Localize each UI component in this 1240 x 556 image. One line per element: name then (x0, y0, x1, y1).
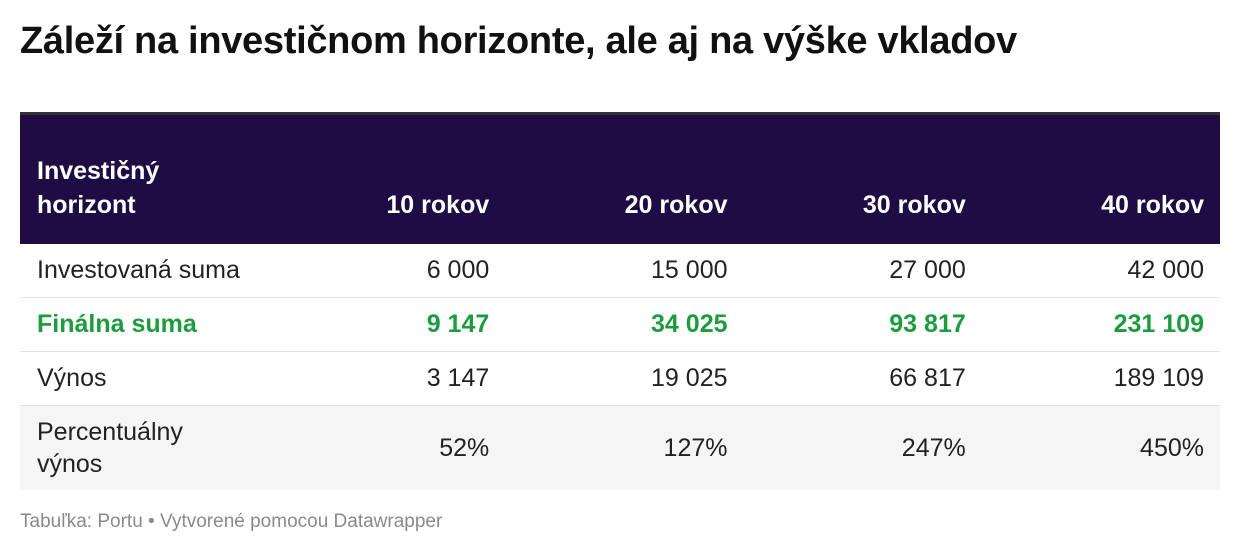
header-cell: 40 rokov (1101, 191, 1204, 219)
cell: 3 147 (267, 351, 506, 406)
table-row: Investovaná suma 6 000 15 000 27 000 42 000 (20, 244, 1220, 298)
table-row: Výnos 3 147 19 025 66 817 189 109 (20, 351, 1220, 406)
cell: 6 000 (267, 244, 506, 298)
cell: 27 000 (743, 244, 982, 298)
cell: 231 109 (981, 297, 1220, 352)
cell: 93 817 (743, 297, 982, 352)
cell: 66 817 (743, 351, 982, 406)
header-row: Investičný horizont 10 rokov 20 rokov 30… (20, 113, 1220, 244)
header-cell: 10 rokov (386, 191, 490, 219)
cell: 189 109 (981, 351, 1220, 406)
row-label: Finálna suma (20, 297, 267, 352)
table-row: Finálna suma 9 147 34 025 93 817 231 109 (20, 297, 1220, 352)
cell: 42 000 (981, 244, 1220, 298)
row-label: Výnos (20, 351, 267, 406)
title: Záleží na investičnom horizonte, ale aj … (20, 20, 1017, 62)
row-label: Percentuálny výnos (37, 418, 183, 478)
table-body: Investovaná suma 6 000 15 000 27 000 42 000 F… (20, 244, 1220, 490)
cell: 19 025 (505, 351, 744, 406)
cell: 450% (1140, 434, 1204, 462)
header-cell: Investičný horizont (37, 157, 160, 219)
cell: 52% (439, 434, 490, 462)
header-cell: 30 rokov (862, 191, 966, 219)
cell: 247% (901, 434, 966, 462)
cell: 15 000 (505, 244, 744, 298)
table: Investičný horizont 10 rokov 20 rokov 30… (20, 112, 1220, 490)
cell: 34 025 (505, 297, 744, 352)
table-row: Percentuálny výnos 52% 127% 247% 450% (20, 405, 1220, 490)
footer: Tabuľka: Portu • Vytvorené pomocou Dataw… (20, 511, 443, 532)
header-cell: 20 rokov (624, 191, 728, 219)
row-label: Investovaná suma (20, 244, 267, 298)
cell: 9 147 (267, 297, 506, 352)
cell: 127% (663, 434, 728, 462)
